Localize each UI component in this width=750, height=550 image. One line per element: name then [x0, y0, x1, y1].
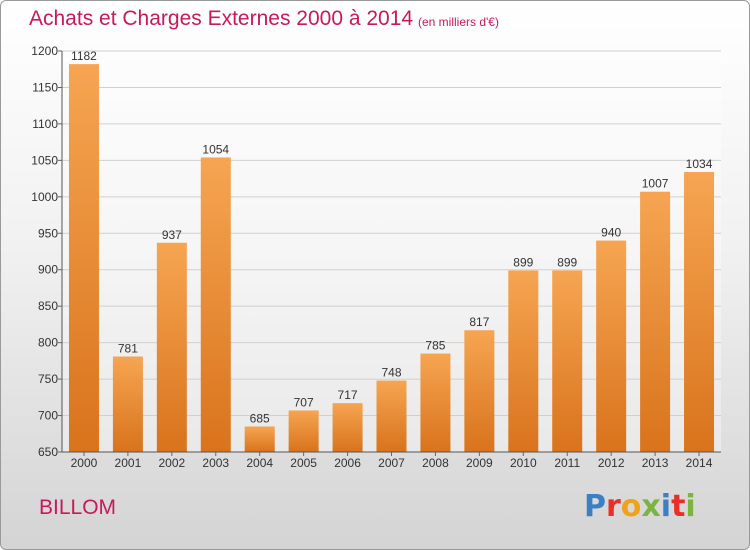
- y-tick-label: 1100: [32, 117, 58, 131]
- x-tick-label: 2012: [598, 456, 625, 470]
- y-tick-label: 1200: [31, 44, 58, 58]
- x-tick-label: 2014: [686, 456, 713, 470]
- bar-2002: [156, 242, 187, 452]
- data-label: 748: [381, 366, 401, 380]
- data-label: 781: [118, 341, 138, 355]
- x-tick-label: 2007: [378, 456, 405, 470]
- brand-letter: o: [620, 489, 642, 524]
- data-label: 685: [250, 411, 270, 425]
- x-tick-label: 2009: [466, 456, 493, 470]
- bar-2009: [464, 330, 495, 452]
- x-tick-label: 2003: [202, 456, 229, 470]
- brand-letter: i: [685, 489, 696, 524]
- data-label: 940: [601, 226, 621, 240]
- y-tick-label: 750: [38, 372, 58, 386]
- y-tick-label: 1150: [32, 80, 58, 94]
- x-tick-label: 2008: [422, 456, 449, 470]
- data-label: 1007: [642, 177, 669, 191]
- x-tick-label: 2002: [158, 456, 185, 470]
- bar-2013: [640, 191, 671, 452]
- brand-letter: P: [584, 489, 606, 524]
- data-label: 817: [469, 315, 489, 329]
- data-label: 707: [294, 395, 314, 409]
- brand-letter: r: [606, 489, 621, 524]
- data-label: 1054: [202, 142, 229, 156]
- data-label: 717: [338, 388, 358, 402]
- brand-letter: t: [671, 489, 686, 524]
- x-tick-label: 2011: [554, 456, 580, 470]
- x-tick-label: 2000: [71, 456, 98, 470]
- chart-unit-note: (en milliers d'€): [418, 15, 499, 29]
- data-label: 899: [557, 255, 577, 269]
- y-tick-label: 700: [38, 409, 58, 423]
- bar-2003: [200, 157, 231, 452]
- brand-letter: i: [660, 489, 672, 524]
- bar-2011: [552, 270, 583, 452]
- bar-2004: [244, 426, 275, 452]
- proxiti-logo: Proxiti: [584, 489, 696, 524]
- bar-2000: [68, 64, 99, 452]
- bar-2010: [508, 270, 539, 452]
- y-tick-label: 800: [38, 336, 58, 350]
- bar-2008: [420, 353, 451, 452]
- y-tick-label: 1050: [31, 153, 58, 167]
- y-tick-label: 900: [38, 263, 58, 277]
- y-tick-label: 850: [38, 299, 58, 313]
- bar-2006: [332, 403, 363, 452]
- y-tick-label: 950: [38, 226, 58, 240]
- data-label: 1034: [686, 157, 713, 171]
- commune-name: BILLOM: [39, 496, 117, 519]
- data-label: 899: [513, 255, 533, 269]
- chart-title: Achats et Charges Externes 2000 à 2014: [29, 7, 414, 30]
- bar-2012: [596, 240, 627, 452]
- bar-2007: [376, 380, 407, 452]
- brand-letter: x: [641, 489, 661, 524]
- bar-2005: [288, 410, 319, 452]
- x-tick-label: 2006: [334, 456, 361, 470]
- y-tick-label: 650: [38, 445, 58, 459]
- x-tick-label: 2004: [246, 456, 273, 470]
- bar-2001: [112, 356, 143, 452]
- data-label: 1182: [71, 49, 97, 63]
- y-tick-label: 1000: [31, 190, 58, 204]
- data-label: 785: [425, 339, 445, 353]
- bar-2014: [684, 172, 715, 452]
- data-label: 937: [162, 228, 182, 242]
- x-tick-label: 2010: [510, 456, 537, 470]
- x-tick-label: 2013: [642, 456, 669, 470]
- x-tick-label: 2001: [115, 456, 142, 470]
- x-tick-label: 2005: [290, 456, 317, 470]
